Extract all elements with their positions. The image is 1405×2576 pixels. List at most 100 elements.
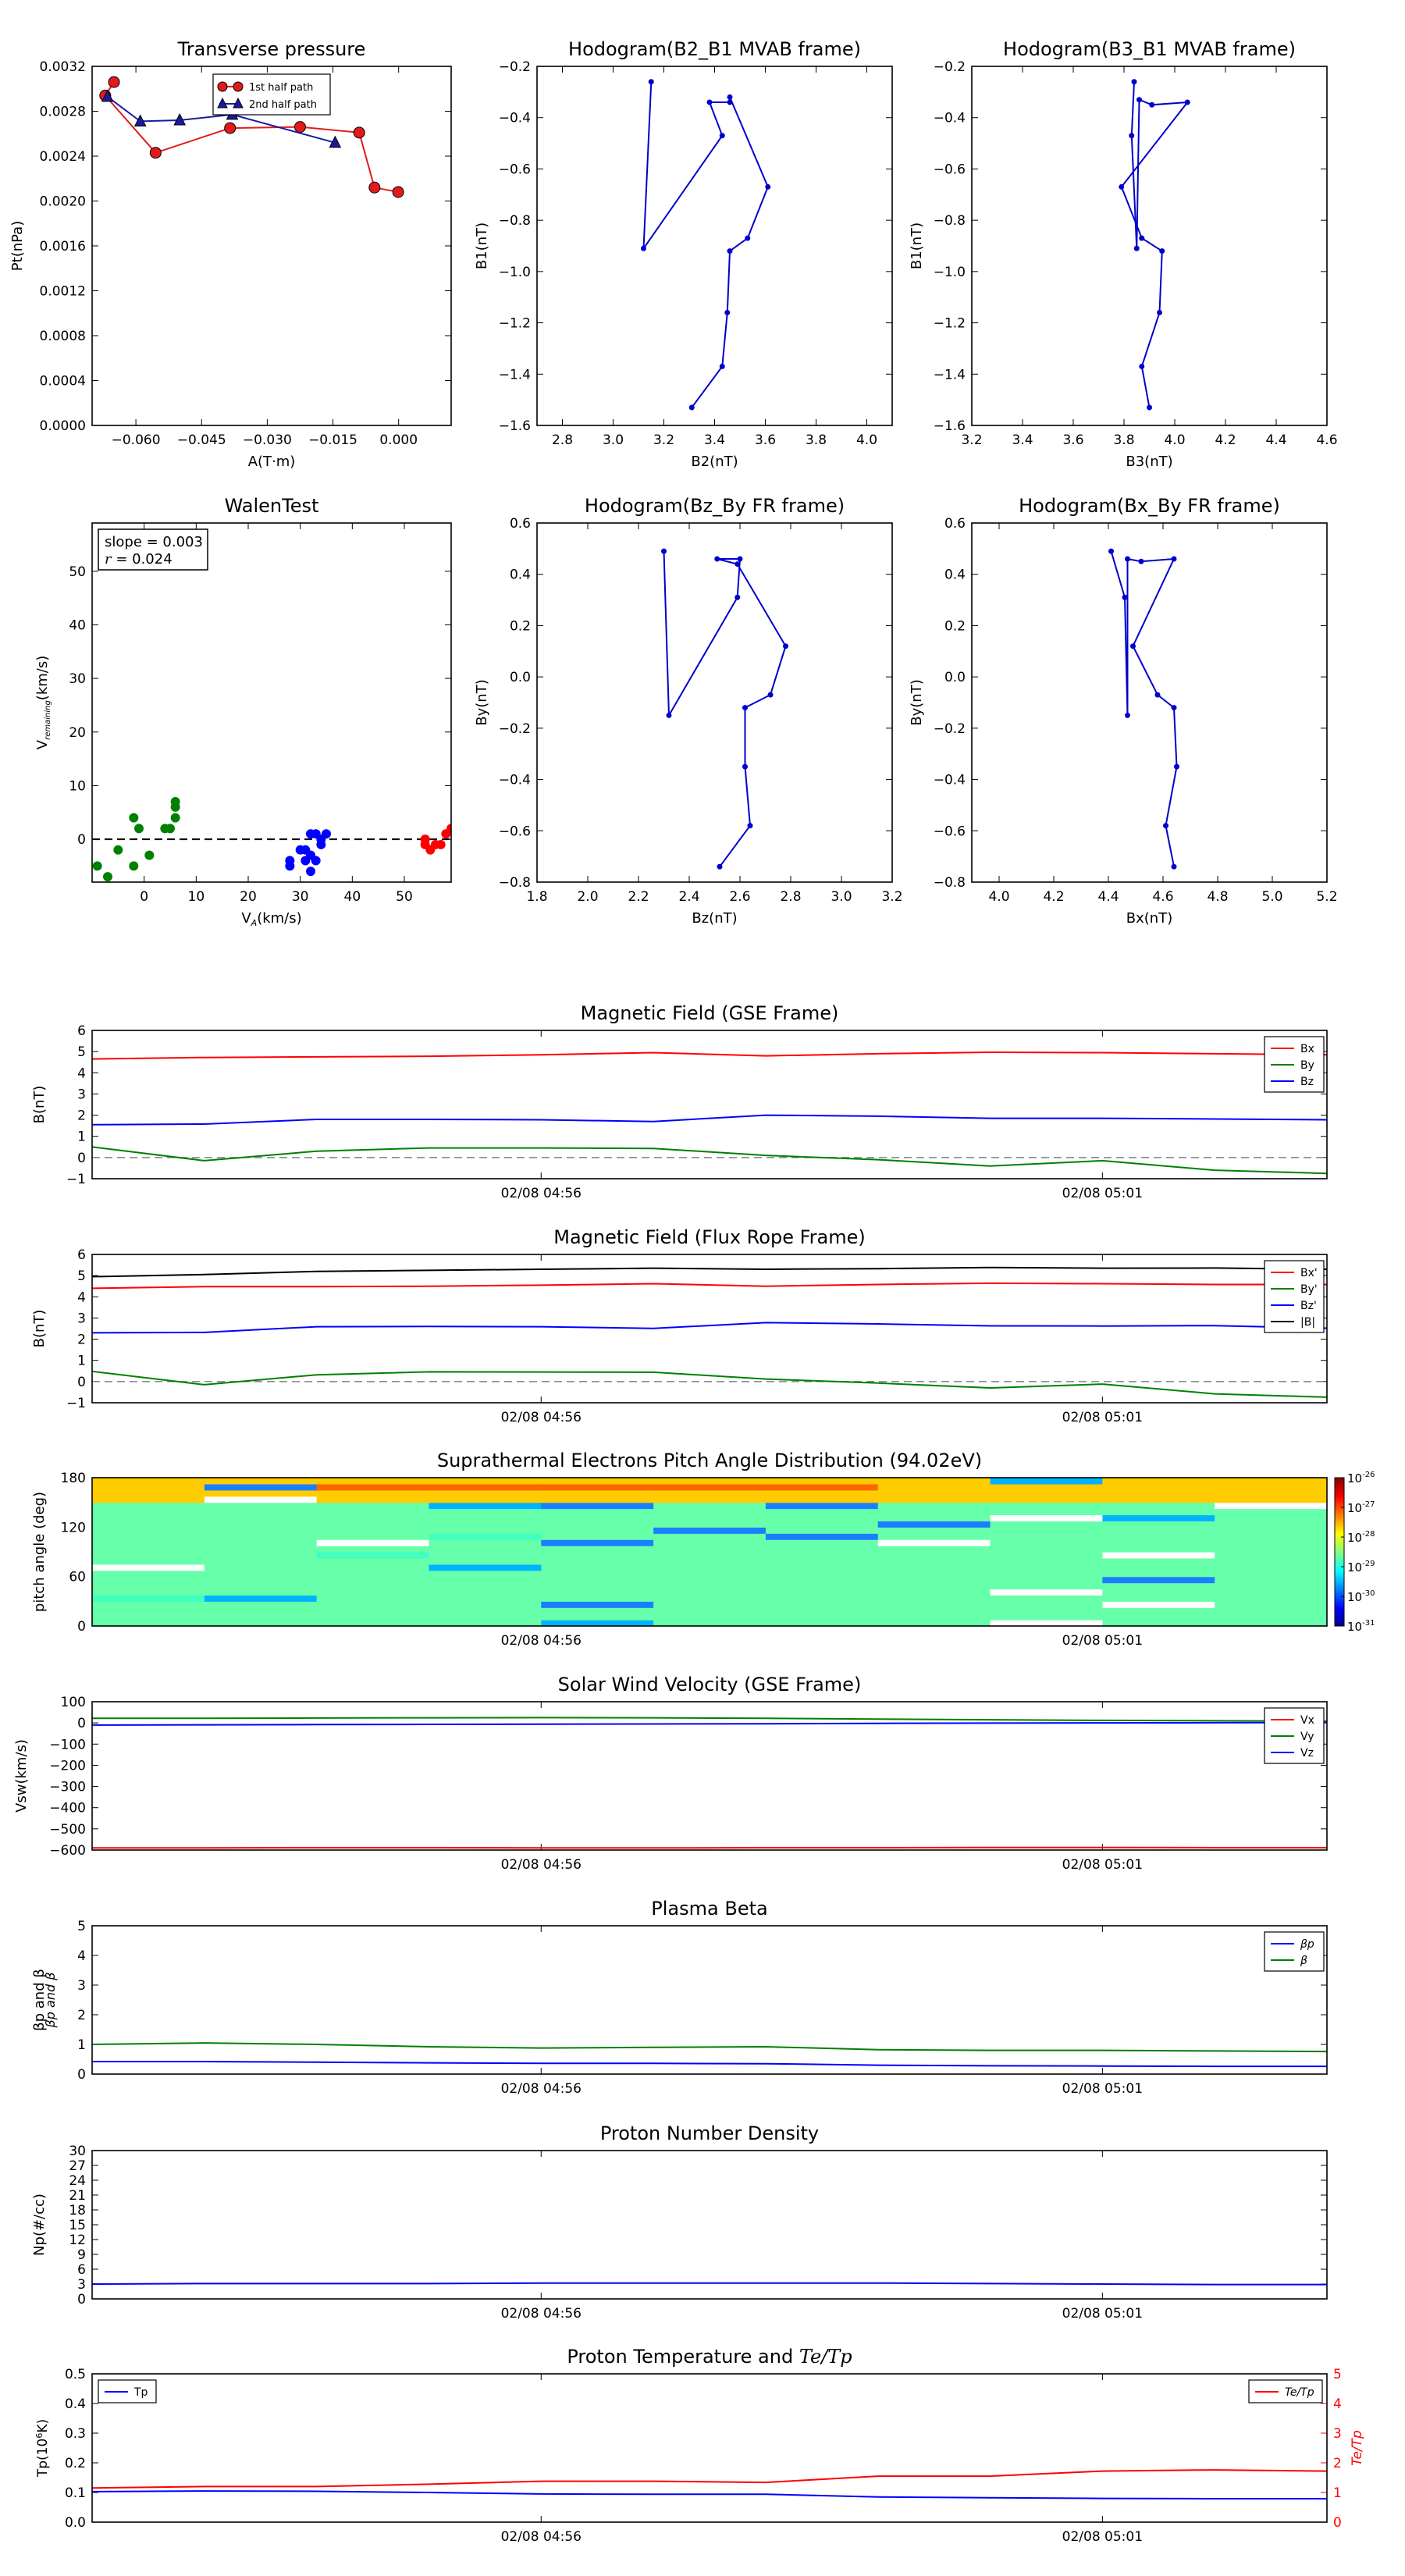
heatmap-cell: [877, 1533, 991, 1540]
y-right-tick-label: 5: [1333, 2367, 1342, 2382]
x-tick-label: 4.0: [1164, 432, 1185, 448]
y-tick-label: −0.2: [934, 59, 966, 75]
heatmap-cell: [429, 1552, 542, 1559]
y-tick-label: 40: [69, 617, 86, 633]
heatmap-cell: [765, 1582, 879, 1590]
y-tick-label: 3: [77, 1978, 86, 1994]
data-point: [101, 89, 114, 102]
heatmap-cell: [204, 1533, 318, 1540]
scatter-point: [436, 839, 446, 849]
heatmap-cell: [204, 1552, 318, 1559]
x-tick-label: 02/08 05:01: [1062, 2081, 1143, 2097]
y-tick-label: 30: [69, 2144, 86, 2159]
heatmap-cell: [765, 1595, 879, 1602]
chart-title: Magnetic Field (GSE Frame): [581, 1002, 839, 1024]
legend-box: [212, 73, 331, 116]
x-tick-label: 3.8: [806, 432, 827, 448]
heatmap-cell: [92, 1576, 205, 1584]
chart-title: WalenTest: [225, 495, 319, 517]
y-axis-label: βp and β: [43, 1973, 58, 2029]
heatmap-cell: [429, 1539, 542, 1546]
heatmap-cell: [1102, 1557, 1215, 1565]
heatmap-cell: [429, 1521, 542, 1528]
series-line: [1110, 550, 1178, 867]
heatmap-cell: [990, 1483, 1103, 1491]
data-point: [1125, 556, 1130, 562]
y-tick-label: 0: [77, 832, 86, 848]
heatmap-cell: [1102, 1478, 1215, 1485]
heatmap-cell: [765, 1508, 879, 1516]
heatmap-cell: [877, 1582, 991, 1590]
heatmap-cell: [204, 1496, 318, 1503]
scatter-point: [113, 845, 123, 855]
heatmap-cell: [1102, 1552, 1215, 1559]
x-tick-label: 02/08 05:01: [1062, 1410, 1143, 1425]
y-tick-label: 0: [77, 1716, 86, 1731]
x-axis-label: A(T·m): [248, 454, 296, 470]
y-tick-label: 1: [77, 1130, 86, 1145]
heatmap-cell: [877, 1508, 991, 1516]
series-line: [92, 1370, 1327, 1398]
legend-box: [1264, 1931, 1325, 1972]
legend-label: βp: [1300, 1938, 1314, 1951]
y-axis-label: Np(#/cc): [31, 2194, 48, 2256]
y-tick-label: 3: [77, 1087, 86, 1102]
x-tick-label: 02/08 04:56: [501, 2306, 582, 2322]
y-tick-label: 0.2: [65, 2456, 86, 2471]
data-point: [173, 112, 187, 126]
heatmap-cell: [541, 1607, 654, 1614]
heatmap-cell: [92, 1589, 205, 1596]
x-tick-label: 3.4: [704, 432, 725, 448]
heatmap-cell: [429, 1508, 542, 1516]
y-tick-label: −1: [66, 1396, 86, 1411]
x-tick-label: 4.4: [1265, 432, 1286, 448]
y-tick-label: 180: [61, 1471, 86, 1486]
heatmap-cell: [990, 1564, 1103, 1571]
x-tick-label: 20: [240, 889, 257, 905]
data-point: [661, 548, 667, 554]
scatter-point: [316, 839, 326, 849]
heatmap-cell: [877, 1601, 991, 1608]
heatmap-cell: [316, 1527, 430, 1534]
y-tick-label: 0.6: [510, 516, 531, 532]
heatmap-cell: [92, 1483, 205, 1491]
data-point: [742, 705, 748, 711]
chart-title: Hodogram(Bz_By FR frame): [585, 495, 845, 517]
heatmap-cell: [1102, 1521, 1215, 1528]
data-point: [1157, 309, 1162, 315]
x-tick-label: 5.0: [1261, 889, 1282, 905]
heatmap-cell: [1215, 1546, 1328, 1553]
heatmap-cell: [429, 1527, 542, 1534]
heatmap-cell: [316, 1478, 430, 1485]
legend-label: Te/Tp: [1285, 2386, 1314, 2399]
heatmap-cell: [1102, 1496, 1215, 1503]
series-line: [92, 1114, 1327, 1126]
heatmap-cell: [765, 1570, 879, 1578]
legend-label: β: [1300, 1955, 1307, 1967]
chart-hodogram: Hodogram(B3_B1 MVAB frame) −1.6 −1.4 −1.2 −1…: [909, 38, 1338, 470]
data-point: [688, 404, 695, 411]
heatmap-cell: [204, 1557, 318, 1565]
colorbar-label: 10-30: [1347, 1589, 1375, 1604]
data-point: [706, 99, 713, 105]
series-line: [92, 2061, 1327, 2068]
data-point: [1131, 79, 1137, 85]
heatmap-cell: [653, 1620, 767, 1627]
chart-walen-test: WalenTest 0 10 20 30 40 50 0 10 20 30 40 50 VA(km/s) V…: [34, 495, 452, 928]
legend-label: Bz: [1300, 1076, 1314, 1088]
y-tick-label: −600: [49, 1843, 86, 1859]
x-tick-label: 02/08 05:01: [1062, 1186, 1143, 1201]
heatmap-cell: [204, 1570, 318, 1578]
x-tick-label: 02/08 04:56: [501, 2081, 582, 2097]
series-line: [92, 1721, 1327, 1726]
y-tick-label: −0.6: [934, 162, 966, 177]
data-point: [149, 147, 162, 159]
x-tick-label: 4.2: [1215, 432, 1236, 448]
data-point: [1163, 823, 1168, 829]
heatmap-cell: [429, 1557, 542, 1565]
y-axis-label: βp and β: [31, 1969, 48, 2031]
data-point: [133, 114, 147, 126]
heatmap-cell: [653, 1557, 767, 1565]
heatmap-cell: [92, 1570, 205, 1578]
